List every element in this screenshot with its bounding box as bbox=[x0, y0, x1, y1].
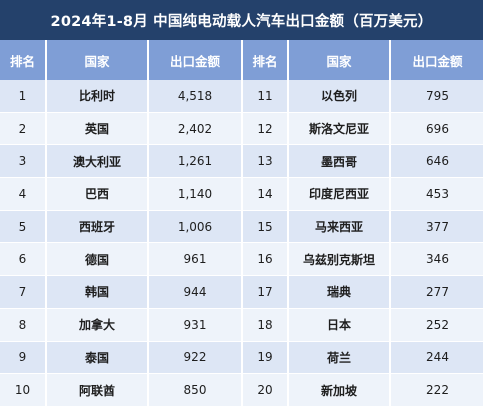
table-row: 8 加拿大 931 18 日本 252 bbox=[0, 308, 483, 342]
rank-cell-left: 5 bbox=[0, 210, 47, 244]
value-cell-right: 696 bbox=[390, 112, 483, 146]
value-cell-right: 222 bbox=[390, 373, 483, 407]
country-cell-right: 荷兰 bbox=[288, 341, 391, 375]
rank-cell-right: 12 bbox=[242, 112, 289, 146]
rank-cell-left: 6 bbox=[0, 242, 47, 277]
value-cell-right: 795 bbox=[390, 80, 483, 113]
rank-cell-right: 20 bbox=[242, 373, 289, 407]
table-row: 6 德国 961 16 乌兹别克斯坦 346 bbox=[0, 242, 483, 277]
country-cell-left: 西班牙 bbox=[46, 210, 149, 244]
header-country-left: 国家 bbox=[46, 40, 149, 80]
rank-cell-right: 14 bbox=[242, 177, 289, 211]
value-cell-right: 453 bbox=[390, 177, 483, 211]
rank-cell-left: 7 bbox=[0, 275, 47, 309]
rank-cell-right: 19 bbox=[242, 341, 289, 375]
rank-cell-left: 8 bbox=[0, 308, 47, 342]
header-value-left: 出口金额 bbox=[148, 40, 243, 80]
rank-cell-right: 16 bbox=[242, 242, 289, 277]
value-cell-left: 944 bbox=[148, 275, 243, 309]
table-row: 9 泰国 922 19 荷兰 244 bbox=[0, 341, 483, 375]
table-row: 2 英国 2,402 12 斯洛文尼亚 696 bbox=[0, 112, 483, 146]
rank-cell-left: 9 bbox=[0, 341, 47, 375]
country-cell-right: 日本 bbox=[288, 308, 391, 342]
rank-cell-right: 13 bbox=[242, 144, 289, 179]
country-cell-right: 墨西哥 bbox=[288, 144, 391, 179]
rank-cell-right: 18 bbox=[242, 308, 289, 342]
country-cell-left: 英国 bbox=[46, 112, 149, 146]
country-cell-left: 比利时 bbox=[46, 80, 149, 113]
header-rank-left: 排名 bbox=[0, 40, 47, 80]
value-cell-left: 1,261 bbox=[148, 144, 243, 179]
country-cell-right: 马来西亚 bbox=[288, 210, 391, 244]
rank-cell-left: 2 bbox=[0, 112, 47, 146]
value-cell-right: 646 bbox=[390, 144, 483, 179]
country-cell-right: 印度尼西亚 bbox=[288, 177, 391, 211]
table-body: 1 比利时 4,518 11 以色列 795 2 英国 2,402 12 斯洛文尼亚 696 3 澳大利亚… bbox=[0, 80, 483, 407]
country-cell-right: 瑞典 bbox=[288, 275, 391, 309]
table-row: 7 韩国 944 17 瑞典 277 bbox=[0, 275, 483, 309]
table-row: 3 澳大利亚 1,261 13 墨西哥 646 bbox=[0, 144, 483, 179]
country-cell-left: 澳大利亚 bbox=[46, 144, 149, 179]
country-cell-left: 德国 bbox=[46, 242, 149, 277]
table-row: 10 阿联酋 850 20 新加坡 222 bbox=[0, 373, 483, 407]
header-value-right: 出口金额 bbox=[390, 40, 483, 80]
value-cell-right: 252 bbox=[390, 308, 483, 342]
value-cell-right: 244 bbox=[390, 341, 483, 375]
country-cell-left: 加拿大 bbox=[46, 308, 149, 342]
value-cell-left: 850 bbox=[148, 373, 243, 407]
value-cell-left: 1,140 bbox=[148, 177, 243, 211]
header-rank-right: 排名 bbox=[242, 40, 289, 80]
value-cell-left: 1,006 bbox=[148, 210, 243, 244]
value-cell-left: 961 bbox=[148, 242, 243, 277]
country-cell-right: 以色列 bbox=[288, 80, 391, 113]
page-title: 2024年1-8月 中国纯电动载人汽车出口金额（百万美元） bbox=[0, 0, 483, 40]
rank-cell-left: 4 bbox=[0, 177, 47, 211]
rank-cell-left: 10 bbox=[0, 373, 47, 407]
country-cell-left: 泰国 bbox=[46, 341, 149, 375]
rank-cell-right: 17 bbox=[242, 275, 289, 309]
country-cell-right: 斯洛文尼亚 bbox=[288, 112, 391, 146]
value-cell-left: 922 bbox=[148, 341, 243, 375]
rank-cell-right: 11 bbox=[242, 80, 289, 113]
rank-cell-left: 1 bbox=[0, 80, 47, 113]
country-cell-left: 巴西 bbox=[46, 177, 149, 211]
table-header-row: 排名 国家 出口金额 排名 国家 出口金额 bbox=[0, 40, 483, 80]
value-cell-left: 2,402 bbox=[148, 112, 243, 146]
value-cell-right: 346 bbox=[390, 242, 483, 277]
export-ranking-table: 排名 国家 出口金额 排名 国家 出口金额 1 比利时 4,518 11 以色列 795 2… bbox=[0, 40, 483, 407]
country-cell-left: 阿联酋 bbox=[46, 373, 149, 407]
country-cell-right: 新加坡 bbox=[288, 373, 391, 407]
table-row: 5 西班牙 1,006 15 马来西亚 377 bbox=[0, 210, 483, 244]
rank-cell-right: 15 bbox=[242, 210, 289, 244]
rank-cell-left: 3 bbox=[0, 144, 47, 179]
table-row: 1 比利时 4,518 11 以色列 795 bbox=[0, 80, 483, 113]
header-country-right: 国家 bbox=[288, 40, 391, 80]
value-cell-left: 4,518 bbox=[148, 80, 243, 113]
table-row: 4 巴西 1,140 14 印度尼西亚 453 bbox=[0, 177, 483, 211]
country-cell-right: 乌兹别克斯坦 bbox=[288, 242, 391, 277]
value-cell-right: 277 bbox=[390, 275, 483, 309]
country-cell-left: 韩国 bbox=[46, 275, 149, 309]
value-cell-right: 377 bbox=[390, 210, 483, 244]
value-cell-left: 931 bbox=[148, 308, 243, 342]
